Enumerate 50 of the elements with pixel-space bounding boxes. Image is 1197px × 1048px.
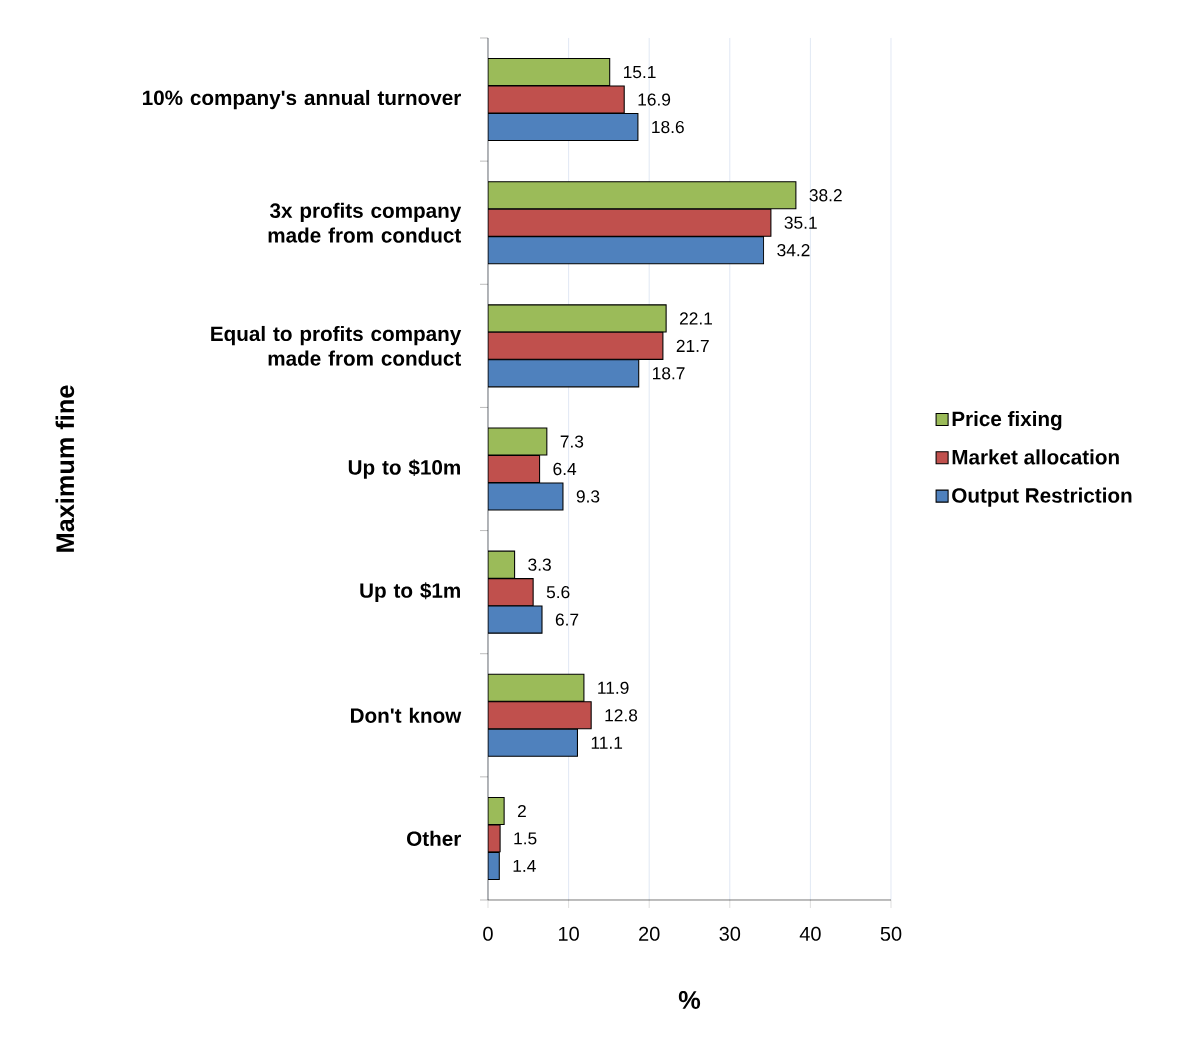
bar: [488, 701, 592, 730]
data-label: 3.3: [528, 558, 551, 571]
data-label: 21.7: [676, 339, 709, 352]
y-tick-label: Up to $10m: [348, 459, 460, 479]
y-tick-label: Don't know: [350, 707, 462, 723]
data-label: 18.7: [653, 367, 685, 380]
bar: [488, 550, 516, 579]
bar: [488, 58, 611, 87]
data-label: 5.6: [546, 586, 570, 599]
data-label: 11.1: [591, 736, 623, 749]
data-label: 22.1: [679, 312, 712, 325]
data-label: 18.6: [652, 120, 684, 134]
data-label: 6.7: [555, 613, 579, 626]
bar: [488, 181, 797, 210]
data-label: 15.1: [624, 66, 656, 79]
x-tick-label: 10: [559, 926, 579, 941]
data-label: 35.1: [784, 216, 817, 229]
data-label: 11.9: [598, 681, 629, 694]
data-label: 6.4: [553, 462, 577, 476]
y-tick-label: Up to $1m: [360, 582, 460, 602]
y-tick-label: 3x profits company made from conduct: [268, 202, 462, 243]
bar: [488, 208, 772, 237]
legend-label: Price fixing: [952, 411, 1062, 431]
data-label: 9.3: [576, 490, 600, 503]
bar: [488, 304, 667, 333]
legend-label: Market allocation: [952, 449, 1119, 465]
x-tick-label: 50: [880, 926, 902, 941]
bar: [488, 85, 625, 114]
data-label: 34.2: [777, 244, 810, 257]
x-tick-label: 0: [483, 926, 493, 941]
x-tick-label: 40: [799, 926, 821, 941]
data-label: 1.5: [514, 832, 537, 845]
bar: [488, 578, 534, 607]
data-label: 16.9: [638, 93, 671, 106]
bar: [488, 331, 664, 360]
data-label: 12.8: [605, 709, 638, 722]
data-label: 38.2: [809, 189, 842, 202]
bar: [488, 454, 541, 484]
data-label: 1.4: [513, 859, 536, 872]
legend-label: Output Restriction: [952, 487, 1132, 507]
y-tick-label: Other: [407, 830, 461, 847]
data-label: 7.3: [560, 435, 584, 448]
y-tick-label: Equal to profits company made from conduct: [211, 325, 462, 366]
bar: [488, 673, 585, 702]
y-axis-title: Maximum fine: [55, 385, 75, 552]
data-label: 2: [517, 804, 526, 818]
x-tick-label: 30: [719, 926, 741, 941]
x-tick-label: 20: [639, 926, 660, 941]
y-tick-label: 10% company's annual turnover: [142, 89, 461, 110]
x-axis-title: %: [678, 991, 701, 1009]
